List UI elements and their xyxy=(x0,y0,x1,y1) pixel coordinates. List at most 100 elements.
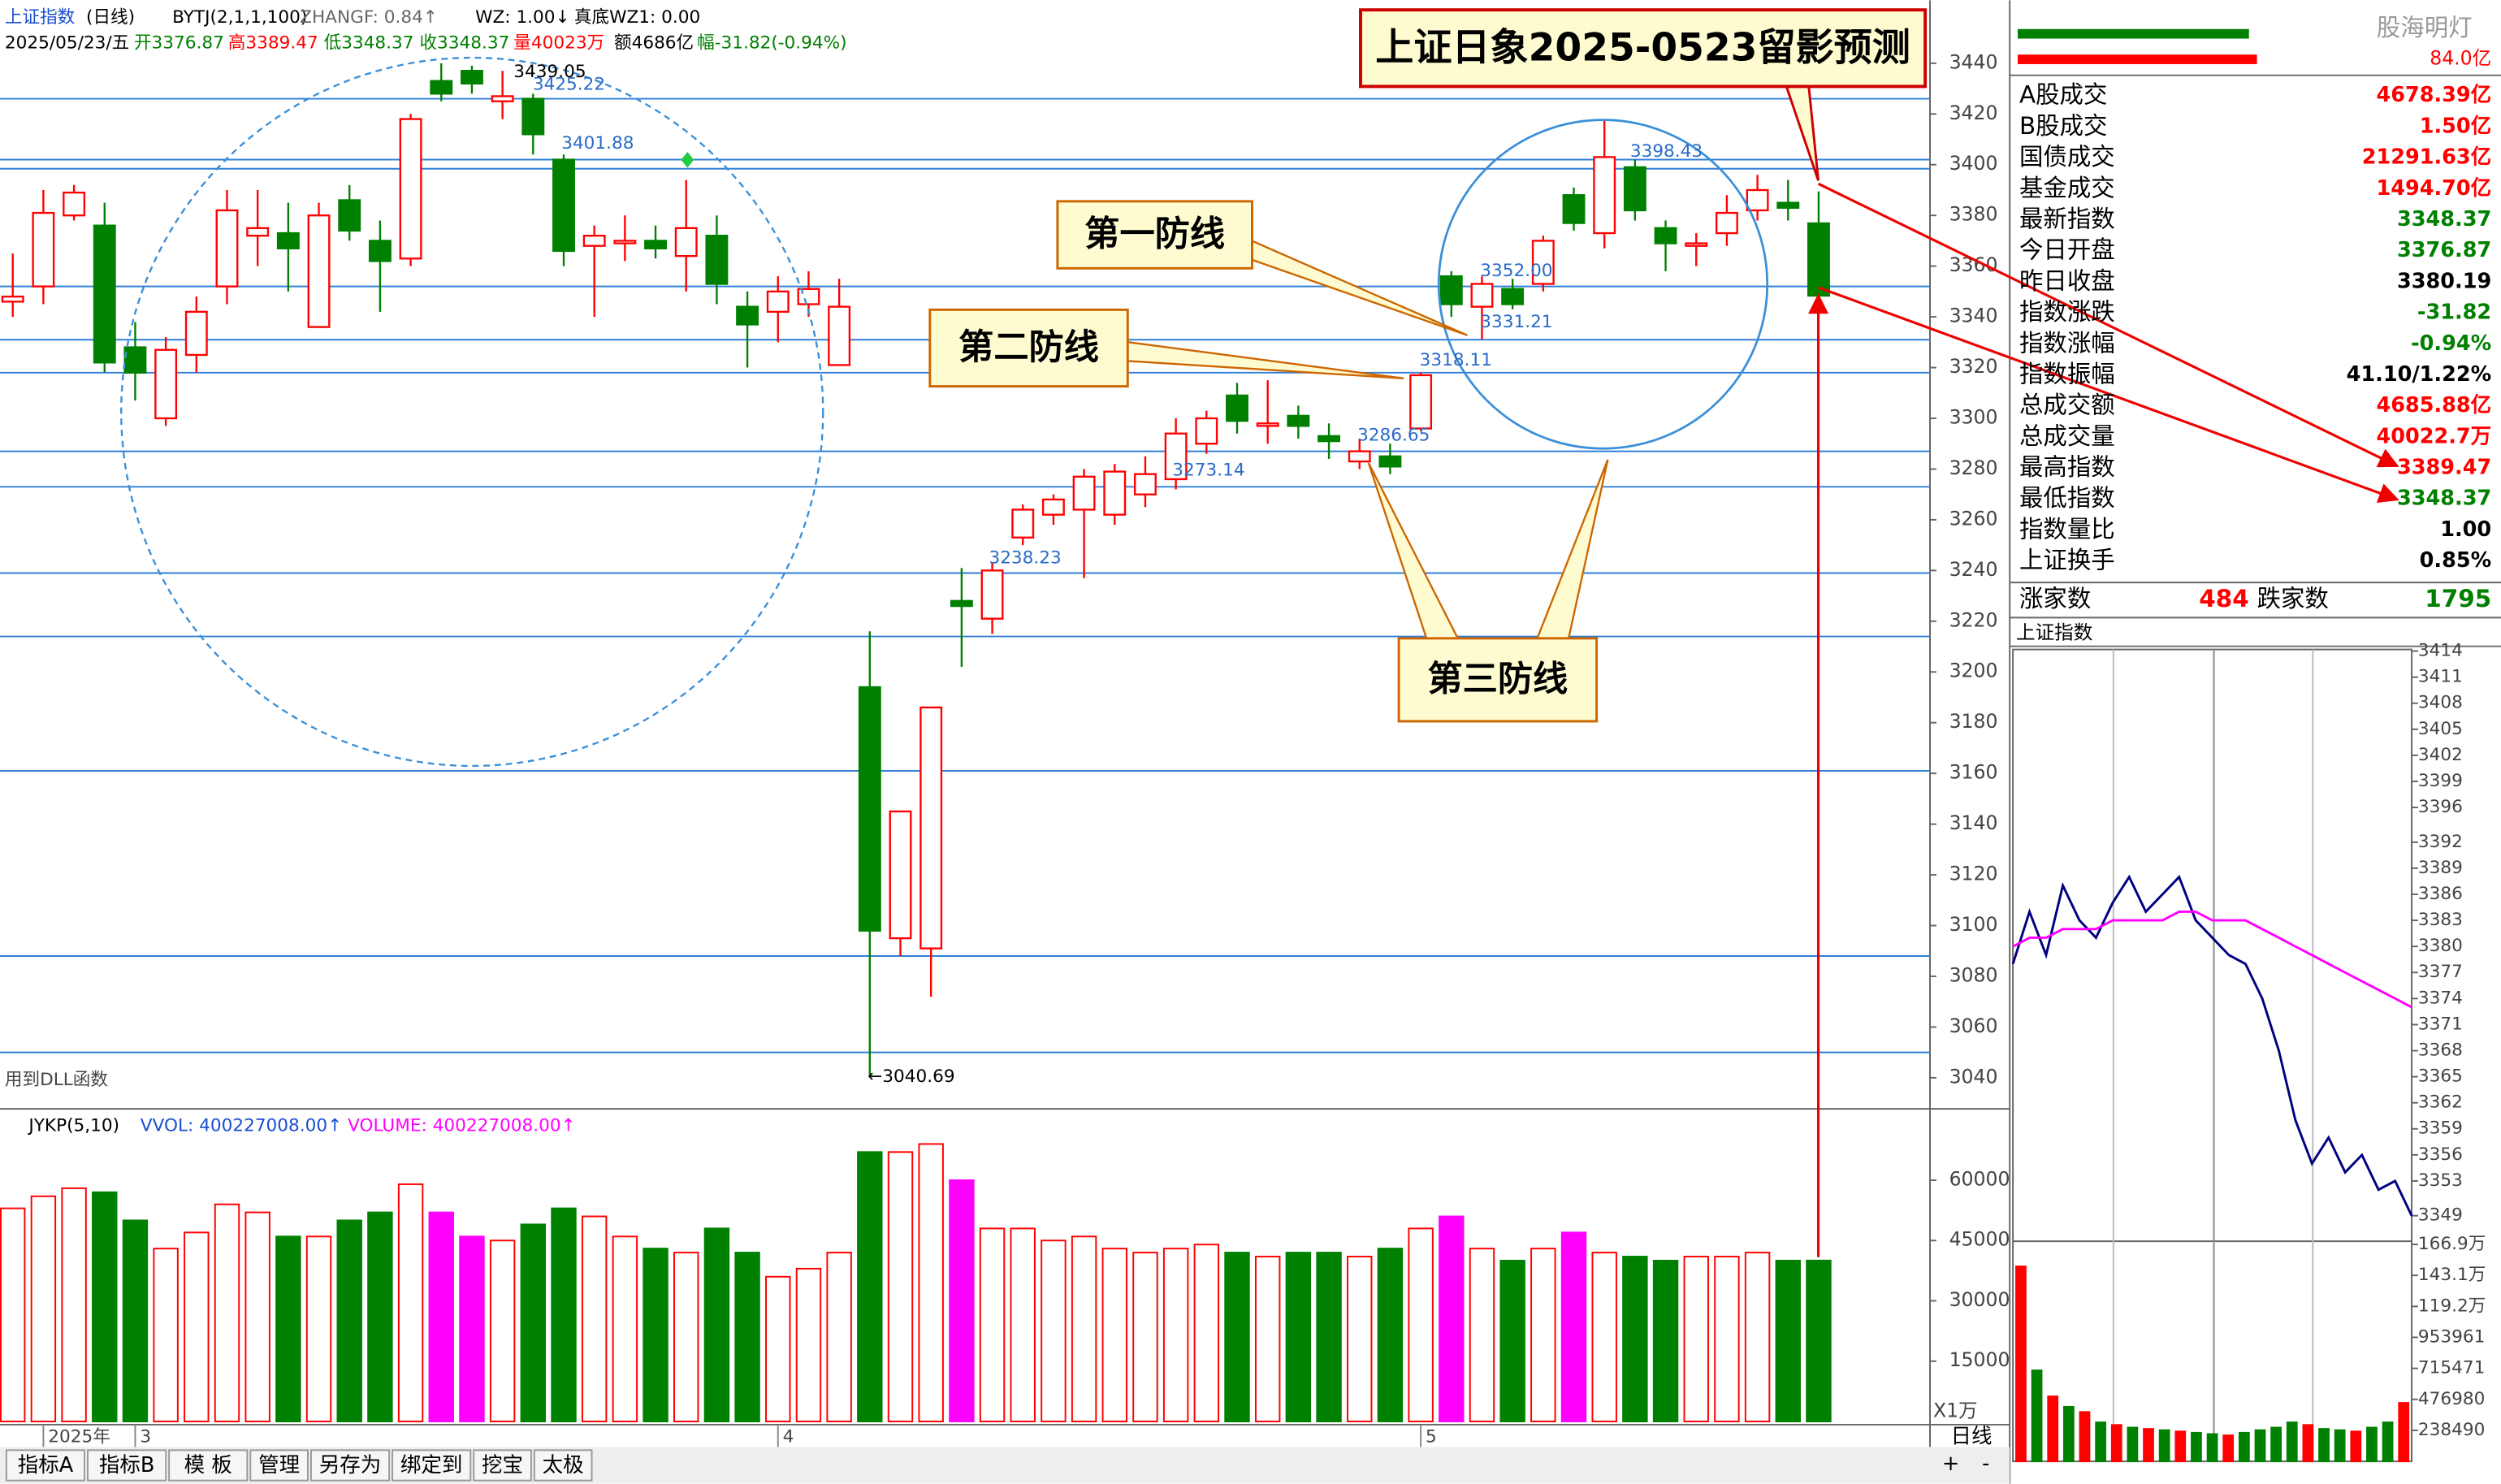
volume-bar xyxy=(1622,1256,1648,1422)
tab-label[interactable]: 绑定到 xyxy=(400,1453,463,1478)
info-label: A股成交 xyxy=(2019,81,2107,109)
volume-bar xyxy=(857,1151,883,1422)
volume-bar xyxy=(2222,1434,2235,1463)
volume-bar xyxy=(918,1143,944,1422)
tab[interactable] xyxy=(473,1449,532,1482)
candle-body xyxy=(215,209,239,288)
y-tick-label: 476980 xyxy=(2418,1389,2485,1409)
volume-bar xyxy=(643,1248,669,1422)
tab[interactable] xyxy=(5,1449,86,1482)
candle-body xyxy=(430,80,453,95)
volume-bar xyxy=(2238,1431,2250,1463)
volume-bar xyxy=(244,1211,270,1422)
y-tick-label: 3200 xyxy=(1949,660,1998,682)
price-label: 3238.23 xyxy=(989,548,1061,569)
volume-bar xyxy=(1010,1227,1036,1422)
y-tick-label: 3368 xyxy=(2418,1041,2463,1061)
y-tick-label: 3340 xyxy=(1949,305,1998,327)
volume-bar xyxy=(1071,1235,1097,1422)
status-bar xyxy=(2018,54,2257,64)
candle-body xyxy=(766,290,790,314)
y-tick-label: 3260 xyxy=(1949,507,1998,530)
signal-marker xyxy=(681,151,694,168)
tab[interactable] xyxy=(533,1449,593,1482)
volume-bar xyxy=(673,1252,699,1422)
volume-bar xyxy=(397,1183,424,1422)
callout-box xyxy=(928,308,1129,388)
y-tick-label: 3386 xyxy=(2418,884,2463,904)
candle-body xyxy=(1256,422,1279,427)
candle-body xyxy=(1072,475,1096,511)
tab-label[interactable]: 另存为 xyxy=(319,1453,382,1478)
candle-body xyxy=(1776,201,1800,210)
zoom-in[interactable]: + xyxy=(1942,1452,1959,1476)
volume-bar xyxy=(1347,1256,1373,1422)
volume-bar xyxy=(2158,1429,2170,1463)
info-label: 指数振幅 xyxy=(2019,360,2115,387)
callouts: 上证日象2025-0523留影预测 第一防线 第二防线 第三防线 xyxy=(928,8,1928,723)
volume-bar xyxy=(2015,1266,2027,1463)
tab-label[interactable]: 管理 xyxy=(258,1453,300,1478)
y-tick-label: 3371 xyxy=(2418,1014,2463,1034)
volume-bar xyxy=(795,1267,822,1422)
candle-body xyxy=(1531,240,1555,285)
volume-bar xyxy=(214,1203,240,1422)
tab[interactable] xyxy=(309,1449,391,1482)
volume-bar xyxy=(2206,1433,2218,1463)
y-tick-label: 3360 xyxy=(1949,253,1998,276)
tab-label[interactable]: 模 板 xyxy=(184,1453,232,1478)
y-tick-label: 3220 xyxy=(1949,608,1998,631)
period-label[interactable]: 日线 xyxy=(1951,1425,1993,1449)
info-label: 总成交量 xyxy=(2019,422,2115,450)
callout-box xyxy=(1397,637,1599,723)
info-value: 40022.7万 xyxy=(2376,424,2491,448)
zoom-out[interactable]: - xyxy=(1982,1452,1989,1476)
candle-body xyxy=(1041,498,1065,516)
y-tick-label: 3392 xyxy=(2418,832,2463,852)
callout-box xyxy=(1056,200,1253,270)
volume-bar xyxy=(0,1207,26,1422)
volume-bar xyxy=(1377,1248,1404,1422)
y-tick-label: 3411 xyxy=(2418,667,2463,687)
y-tick-label: 3408 xyxy=(2418,693,2463,713)
callout-text: 第二防线 xyxy=(958,327,1099,368)
y-tick-label: 3120 xyxy=(1949,863,1998,885)
candle-body xyxy=(950,599,973,608)
candle-body xyxy=(1562,194,1586,224)
volume-bar xyxy=(1683,1256,1709,1422)
y-tick-label: 3080 xyxy=(1949,963,1998,986)
y-tick-label: 143.1万 xyxy=(2418,1265,2486,1285)
volume-indicator: JYKP(5,10) xyxy=(27,1116,119,1136)
candle-body xyxy=(828,305,851,366)
y-tick-label: 166.9万 xyxy=(2418,1234,2486,1254)
tab[interactable] xyxy=(168,1449,249,1482)
tab[interactable] xyxy=(249,1449,309,1482)
date: 2025/05/23/五 xyxy=(5,32,129,53)
volume-bar xyxy=(887,1151,914,1422)
tab[interactable] xyxy=(392,1449,472,1482)
candle-body xyxy=(307,214,331,328)
y-tick-label: 3414 xyxy=(2418,641,2463,661)
volume-bar xyxy=(1744,1252,1771,1422)
candle-body xyxy=(1378,455,1402,468)
volume-bar xyxy=(1714,1256,1740,1422)
watermark: 股海明灯 xyxy=(2377,14,2473,41)
volume-bar xyxy=(2350,1430,2362,1463)
candle-body xyxy=(1103,470,1127,516)
down-count-label: 跌家数 xyxy=(2257,585,2329,612)
amount-label: 84.0亿 xyxy=(2430,47,2491,70)
candle-body xyxy=(674,227,698,257)
tab-label[interactable]: 指标B xyxy=(99,1453,155,1478)
tab-label[interactable]: 挖宝 xyxy=(482,1453,523,1478)
candle-body xyxy=(246,227,270,237)
tab[interactable] xyxy=(87,1449,167,1482)
tab-label[interactable]: 指标A xyxy=(18,1453,74,1478)
volume-bar xyxy=(1162,1248,1189,1422)
candle-body xyxy=(1318,435,1340,443)
info-value: 3389.47 xyxy=(2397,456,2491,480)
tab-label[interactable]: 太极 xyxy=(543,1453,584,1478)
volume-bar xyxy=(520,1223,547,1422)
info-value: 3348.37 xyxy=(2397,207,2491,231)
intraday-line xyxy=(2012,910,2412,1009)
